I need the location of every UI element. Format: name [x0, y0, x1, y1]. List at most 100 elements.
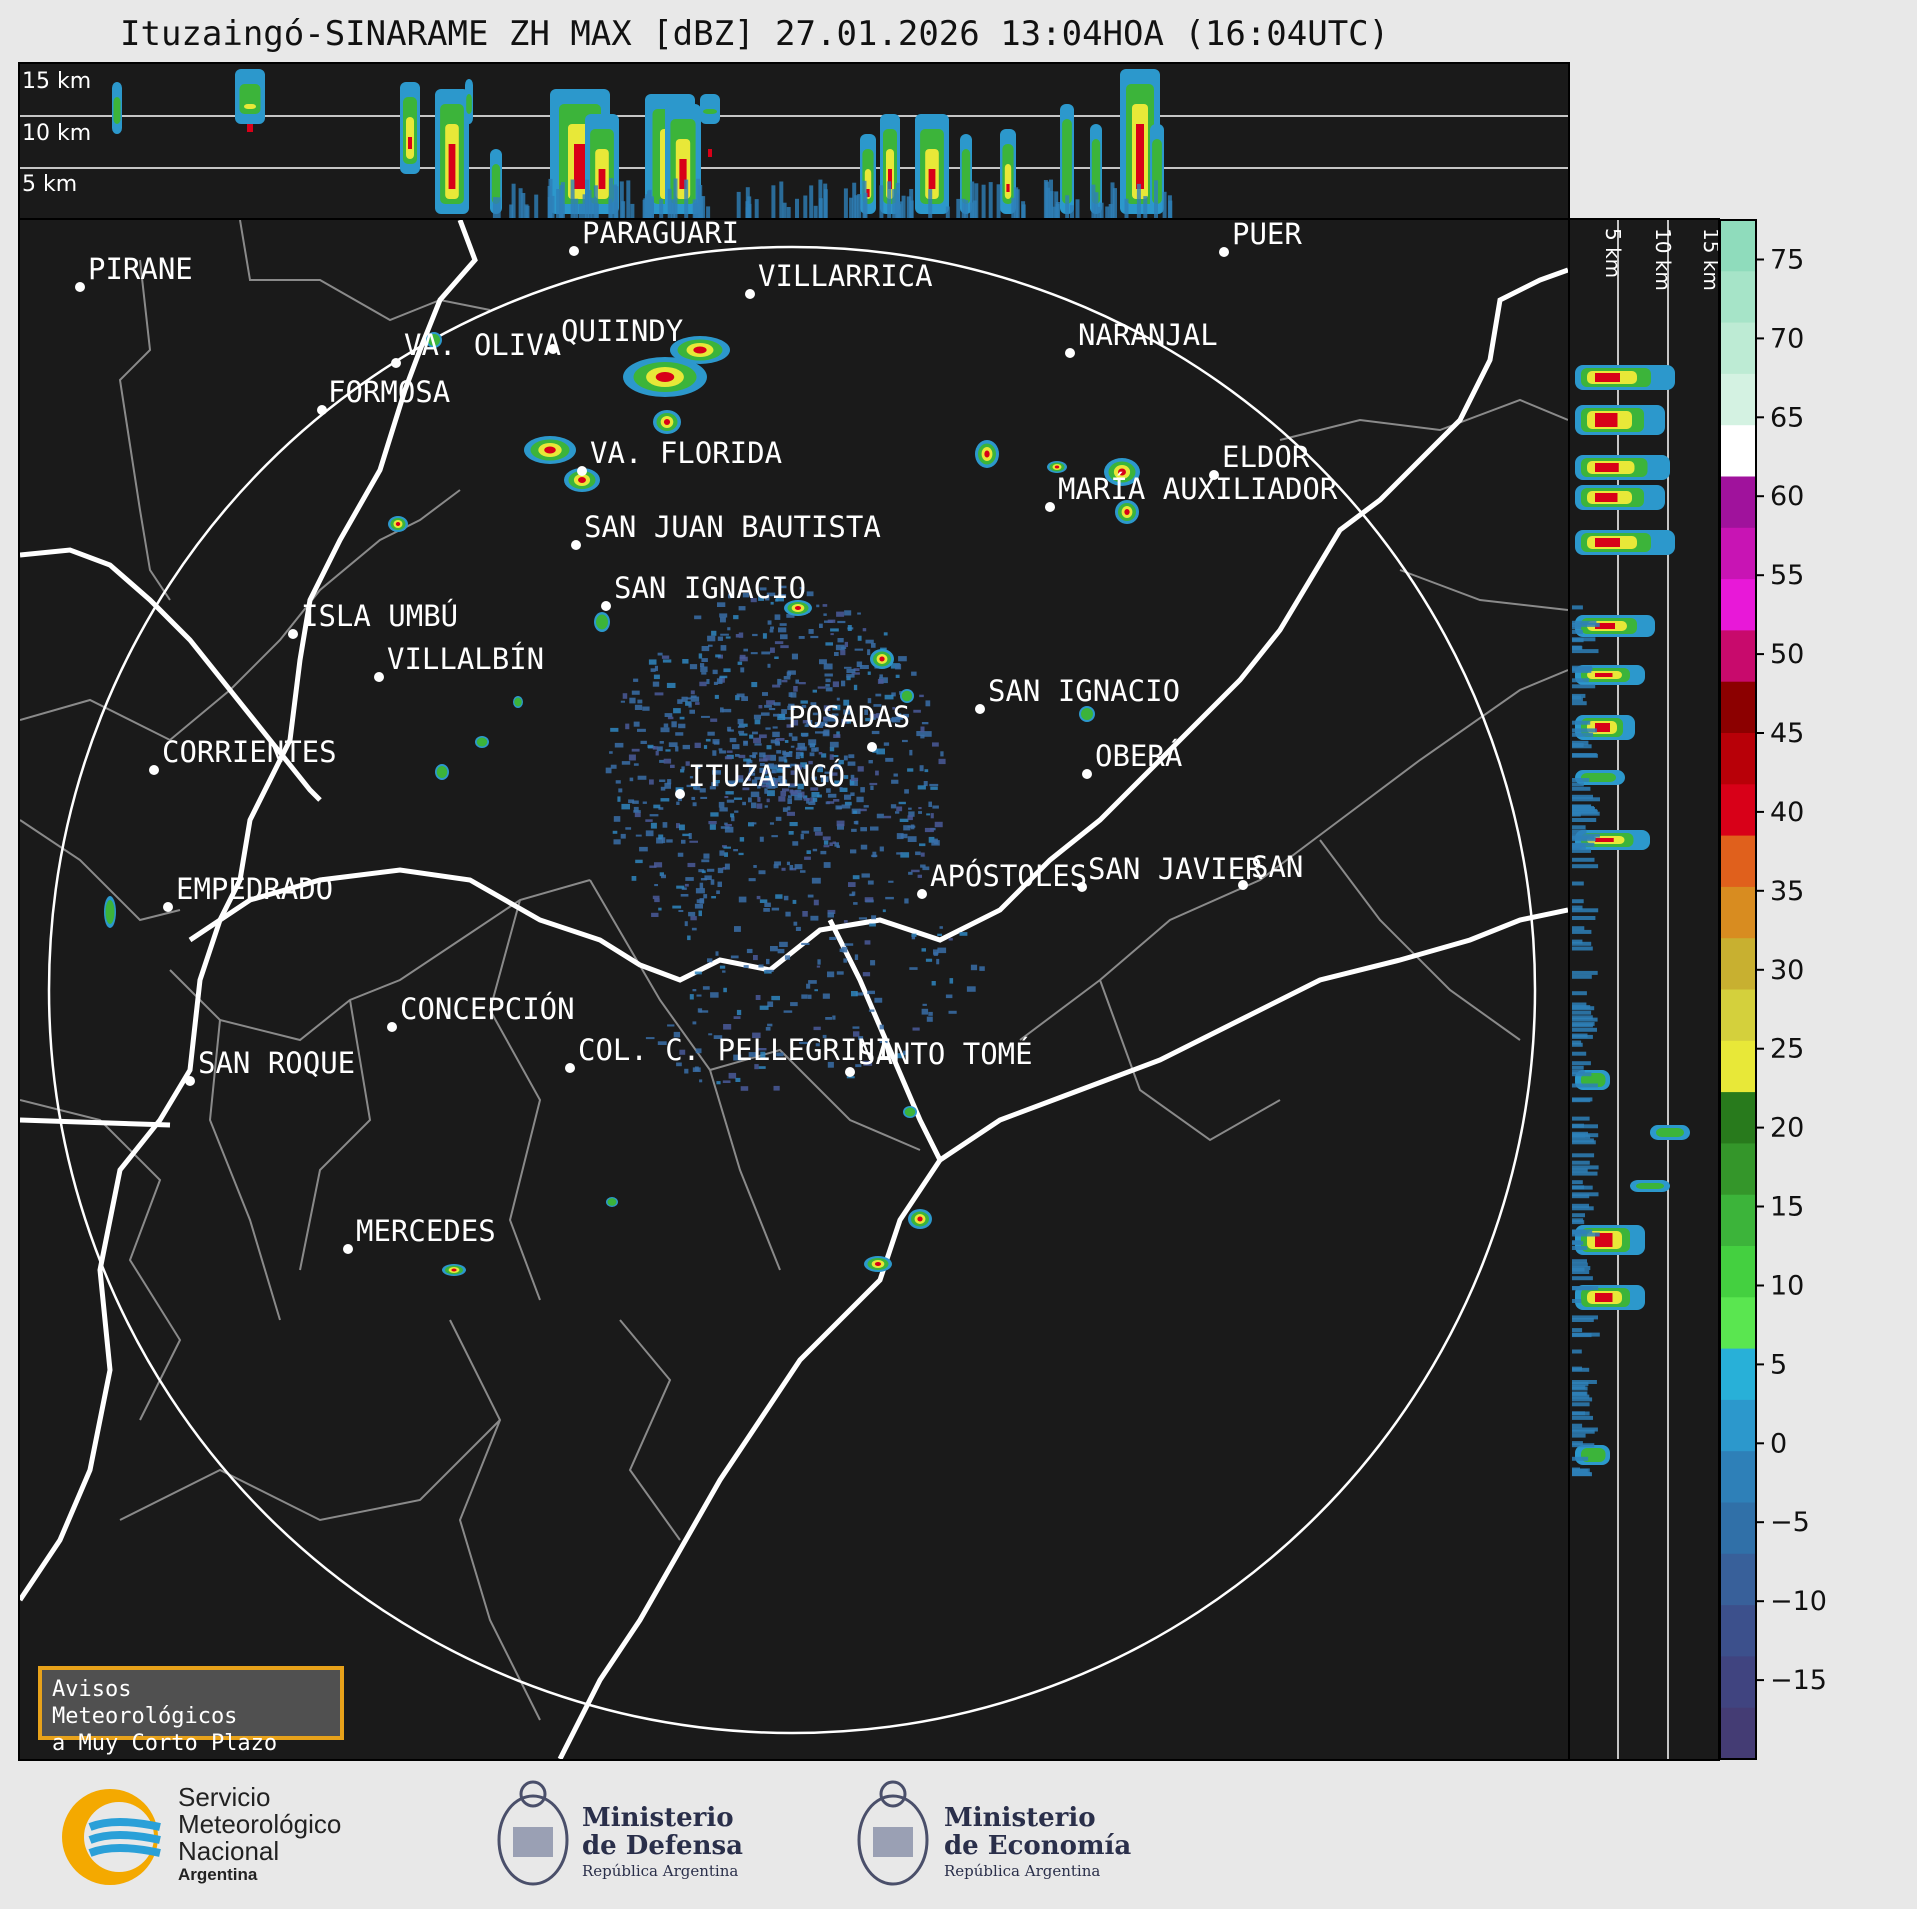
city-marker: SAN JUAN BAUTISTA — [571, 510, 881, 550]
city-label: SAN — [1251, 850, 1303, 884]
city-marker: CORRIENTES — [149, 735, 337, 775]
colorbar-bin — [1720, 1656, 1756, 1709]
colorbar-tick-label: 70 — [1770, 323, 1804, 354]
storm-cells — [104, 332, 1140, 1276]
colorbar-tick-label: 20 — [1770, 1113, 1804, 1144]
city-dot-icon — [867, 742, 877, 752]
top-profile-cell — [915, 114, 949, 214]
colorbar-tick-label: 25 — [1770, 1034, 1804, 1065]
city-label: COL. C. PELLEGRINI — [578, 1033, 892, 1067]
city-dot-icon — [1065, 348, 1075, 358]
city-marker: VILLARRICA — [745, 259, 933, 299]
side-profile-cell — [1575, 485, 1665, 510]
side-profile-cell — [1575, 455, 1670, 480]
city-dot-icon — [577, 466, 587, 476]
colorbar-tick-label: 55 — [1770, 560, 1804, 591]
city-dot-icon — [288, 629, 298, 639]
city-marker: PARAGUARÍ — [569, 220, 739, 256]
colorbar-tick-label: 5 — [1770, 1349, 1787, 1380]
city-marker: COL. C. PELLEGRINI — [565, 1033, 892, 1073]
defensa-coat-of-arms-icon — [497, 1780, 569, 1886]
city-label: SAN JUAN BAUTISTA — [584, 510, 881, 544]
colorbar-bin — [1720, 1707, 1756, 1760]
colorbar-bin — [1720, 1040, 1756, 1093]
city-marker: NARANJAL — [1065, 318, 1218, 358]
colorbar-tick-label: 60 — [1770, 481, 1804, 512]
colorbar-tick-label: 35 — [1770, 876, 1804, 907]
storm-cell — [606, 1197, 618, 1207]
colorbar-bin — [1720, 476, 1756, 529]
city-label: VA. OLIVA — [404, 328, 561, 362]
top-profile-cell — [465, 79, 473, 124]
colorbar-tick-label: −5 — [1770, 1507, 1810, 1538]
city-label: SAN IGNACIO — [988, 674, 1180, 708]
storm-cell — [670, 336, 730, 364]
city-marker: APÓSTOLES — [917, 859, 1087, 899]
city-dot-icon — [1238, 880, 1248, 890]
top-profile-cell — [112, 82, 122, 134]
city-label: APÓSTOLES — [930, 859, 1087, 893]
colorbar-bin — [1720, 220, 1756, 272]
city-dot-icon — [391, 358, 401, 368]
rivers-borders — [20, 220, 1568, 1759]
radar-map[interactable]: PIRANE PARAGUARÍ VILLARRICA VA. OLIVA QUIIND… — [18, 218, 1570, 1761]
storm-cell — [864, 1256, 892, 1272]
city-label: VA. FLORIDA — [590, 436, 782, 470]
city-label: SAN JAVIER — [1088, 852, 1263, 886]
colorbar-tick-label: 75 — [1770, 245, 1804, 276]
city-marker: SAN JAVIER — [1077, 852, 1263, 892]
city-label: NARANJAL — [1078, 318, 1218, 352]
city-marker: ELDOR — [1209, 440, 1310, 480]
defensa-logo-text: Ministerio de Defensa — [582, 1803, 743, 1861]
height-label-15km: 15 km — [22, 69, 92, 94]
city-dot-icon — [185, 1076, 195, 1086]
side-profile-cell — [1575, 530, 1675, 555]
storm-cell — [908, 1209, 932, 1229]
storm-cell — [475, 736, 489, 748]
city-label: ITUZAINGÓ — [688, 759, 845, 793]
city-label: FORMOSA — [328, 375, 450, 409]
top-profile-cell — [860, 134, 876, 214]
side-height-profile: 5 km 10 km 15 km — [1568, 218, 1720, 1761]
top-profile-cell — [1000, 129, 1016, 214]
city-dot-icon — [569, 246, 579, 256]
smn-logo-icon — [62, 1789, 161, 1885]
city-label: MARÍA AUXILIADOR — [1058, 472, 1338, 506]
city-label: VILLARRICA — [758, 259, 933, 293]
side-profile-cell — [1630, 1180, 1670, 1192]
colorbar-bin — [1720, 1348, 1756, 1401]
city-label: ELDOR — [1222, 440, 1310, 474]
colorbar-bin — [1720, 1246, 1756, 1298]
colorbar-bin — [1720, 989, 1756, 1042]
storm-cell — [784, 600, 812, 616]
side-profile-cell — [1575, 405, 1665, 435]
city-marker: MARÍA AUXILIADOR — [1045, 472, 1338, 512]
top-profile-cell — [700, 94, 720, 157]
colorbar-bin — [1720, 886, 1756, 939]
storm-cell — [594, 612, 610, 632]
city-dot-icon — [387, 1022, 397, 1032]
city-marker: SAN ROQUE — [185, 1046, 355, 1086]
city-dot-icon — [571, 540, 581, 550]
alert-line-2: a Muy Corto Plazo — [52, 1731, 278, 1756]
top-profile-cell — [400, 82, 420, 174]
storm-cell — [104, 896, 116, 928]
colorbar-bin — [1720, 527, 1756, 580]
city-dot-icon — [917, 889, 927, 899]
side-label-5km: 5 km — [1601, 228, 1625, 278]
top-profile-cell — [960, 134, 972, 214]
range-ring — [47, 245, 1537, 1735]
city-marker: POSADAS — [788, 700, 910, 752]
city-marker: VA. FLORIDA — [577, 436, 782, 476]
alert-line-1: Avisos Meteorológicos — [52, 1677, 238, 1729]
colorbar-bin — [1720, 1143, 1756, 1196]
colorbar-bin — [1720, 784, 1756, 837]
colorbar-bin — [1720, 938, 1756, 990]
storm-cell — [1115, 500, 1139, 524]
storm-cell — [653, 410, 681, 434]
alert-box[interactable]: Avisos Meteorológicos a Muy Corto Plazo — [38, 1666, 344, 1756]
colorbar-tick-label: −15 — [1770, 1665, 1827, 1696]
storm-cell — [975, 440, 999, 468]
top-height-profile: 15 km 10 km 5 km — [18, 62, 1570, 220]
